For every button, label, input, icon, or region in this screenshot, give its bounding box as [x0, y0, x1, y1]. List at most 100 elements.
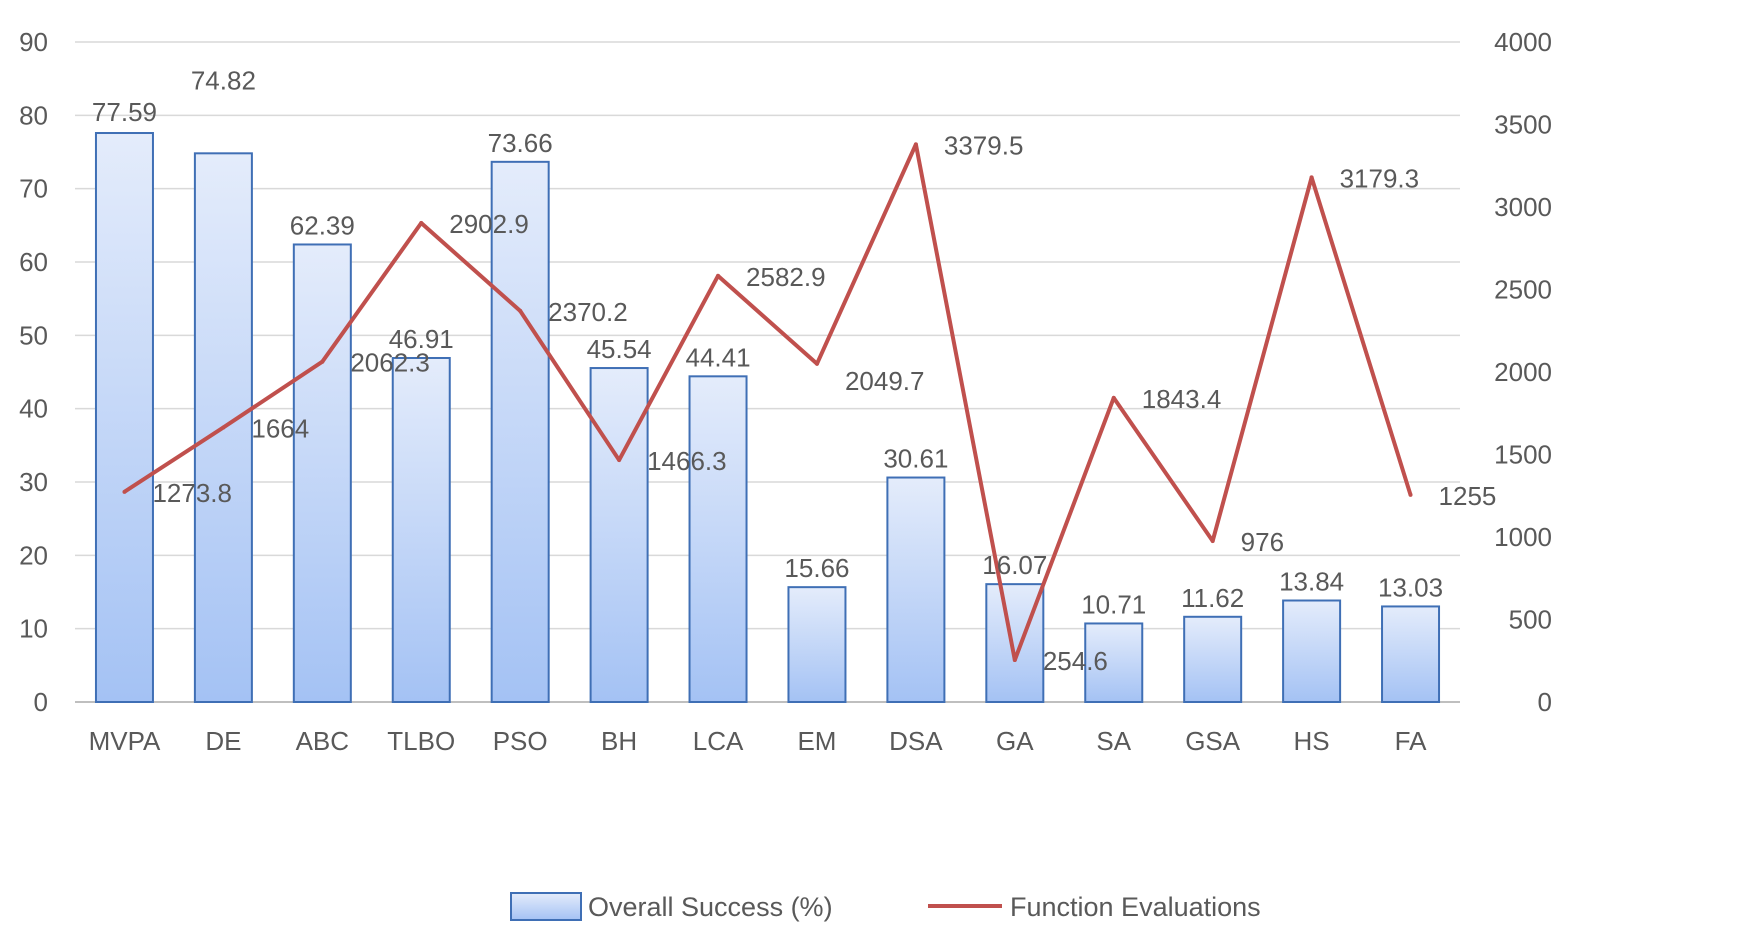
line-data-label: 1843.4 — [1142, 384, 1222, 414]
line-point — [1111, 395, 1116, 400]
category-label: PSO — [493, 726, 548, 756]
left-tick-label: 60 — [19, 247, 48, 277]
line-data-label: 976 — [1241, 527, 1284, 557]
bar-data-label: 46.91 — [389, 324, 454, 354]
category-label: LCA — [693, 726, 744, 756]
line-data-label: 3379.5 — [944, 130, 1024, 160]
bar-data-label: 45.54 — [587, 334, 652, 364]
bar — [292, 243, 352, 703]
left-tick-label: 40 — [19, 394, 48, 424]
bar — [490, 160, 550, 703]
left-tick-label: 90 — [19, 27, 48, 57]
left-tick-label: 80 — [19, 100, 48, 130]
line-point — [716, 273, 721, 278]
line-data-label: 1466.3 — [647, 446, 727, 476]
line-point — [1309, 175, 1314, 180]
right-tick-label: 3000 — [1494, 192, 1552, 222]
bar-data-label: 15.66 — [784, 553, 849, 583]
bar — [1282, 599, 1342, 703]
line-point — [1210, 538, 1215, 543]
line-point — [814, 361, 819, 366]
category-label: TLBO — [387, 726, 455, 756]
right-tick-label: 500 — [1509, 605, 1552, 635]
right-tick-label: 0 — [1538, 687, 1552, 717]
right-tick-label: 2000 — [1494, 357, 1552, 387]
bar-data-label: 13.84 — [1279, 567, 1344, 597]
left-tick-label: 20 — [19, 540, 48, 570]
line-data-label: 3179.3 — [1340, 163, 1420, 193]
category-label: HS — [1294, 726, 1330, 756]
right-tick-label: 1000 — [1494, 522, 1552, 552]
right-axis-ticks: 0 500 1000 1500 2000 2500 3000 3500 4000 — [1494, 27, 1552, 717]
line-data-label: 1255 — [1439, 481, 1497, 511]
legend: Overall Success (%) Function Evaluations — [510, 892, 1261, 922]
bar — [391, 356, 451, 703]
bar-data-label: 44.41 — [685, 342, 750, 372]
line-point — [1408, 492, 1413, 497]
bar — [886, 476, 946, 703]
category-label: DSA — [889, 726, 943, 756]
line-data-labels: 1273.8 1664 2062.3 2902.9 2370.2 1466.3 2582.9… — [152, 130, 1496, 676]
line-point — [1012, 657, 1017, 662]
legend-label-line: Function Evaluations — [1010, 892, 1261, 922]
right-tick-label: 4000 — [1494, 27, 1552, 57]
right-tick-label: 1500 — [1494, 440, 1552, 470]
left-tick-label: 10 — [19, 614, 48, 644]
line-point — [320, 359, 325, 364]
line-point — [419, 221, 424, 226]
line-data-label: 2062.3 — [350, 348, 430, 378]
bar — [1084, 622, 1144, 704]
bar-data-label: 16.07 — [982, 550, 1047, 580]
line-data-label: 1273.8 — [152, 478, 232, 508]
line-data-label: 254.6 — [1043, 646, 1108, 676]
right-tick-label: 3500 — [1494, 110, 1552, 140]
legend-label-bar: Overall Success (%) — [588, 892, 833, 922]
bar-data-label: 62.39 — [290, 210, 355, 240]
bar — [589, 367, 649, 703]
line-point — [122, 489, 127, 494]
left-tick-label: 50 — [19, 320, 48, 350]
bar — [688, 375, 748, 703]
category-labels: MVPA DE ABC TLBO PSO BH LCA EM DSA GA SA GSA HS FA — [89, 726, 1428, 756]
bar-data-labels: 77.59 74.82 62.39 46.91 73.66 45.54 44.41 15.66… — [92, 65, 1443, 619]
bar-data-label: 74.82 — [191, 65, 256, 95]
category-label: ABC — [296, 726, 349, 756]
line-data-label: 1664 — [251, 413, 309, 443]
category-label: FA — [1395, 726, 1427, 756]
line-data-label: 2582.9 — [746, 262, 826, 292]
line-path — [123, 142, 1413, 662]
bar — [1183, 615, 1243, 704]
legend-swatch-bar — [510, 892, 582, 921]
left-axis-ticks: 0 10 20 30 40 50 60 70 80 90 — [19, 27, 48, 717]
line-point — [221, 425, 226, 430]
left-tick-label: 70 — [19, 174, 48, 204]
category-label: GSA — [1185, 726, 1241, 756]
bar-data-label: 10.71 — [1081, 589, 1146, 619]
bar — [1381, 605, 1441, 703]
line-point — [617, 458, 622, 463]
line-data-label: 2902.9 — [449, 209, 529, 239]
line-series — [122, 142, 1413, 662]
bar — [94, 132, 154, 704]
bar-data-label: 30.61 — [883, 444, 948, 474]
line-point — [913, 142, 918, 147]
category-label: SA — [1096, 726, 1131, 756]
bar — [787, 586, 847, 703]
bar — [985, 583, 1045, 703]
category-label: MVPA — [89, 726, 161, 756]
left-tick-label: 30 — [19, 467, 48, 497]
category-label: EM — [797, 726, 836, 756]
bar-data-label: 73.66 — [488, 128, 553, 158]
line-data-label: 2370.2 — [548, 297, 628, 327]
line-data-label: 2049.7 — [845, 366, 925, 396]
category-label: GA — [996, 726, 1034, 756]
bar-data-label: 13.03 — [1378, 572, 1443, 602]
left-tick-label: 0 — [34, 687, 48, 717]
bar-data-label: 11.62 — [1181, 583, 1244, 613]
bar-series — [94, 132, 1441, 704]
bar-data-label: 77.59 — [92, 97, 157, 127]
category-label: DE — [205, 726, 241, 756]
gridlines — [75, 41, 1460, 703]
